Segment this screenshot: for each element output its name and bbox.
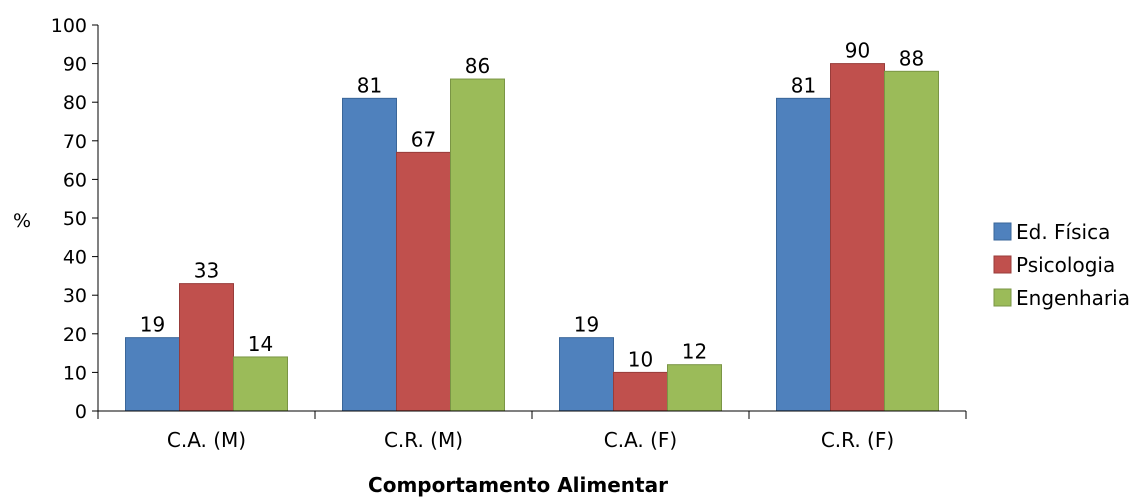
data-label-1-2: 86	[465, 54, 490, 78]
y-tick-label-4: 40	[63, 247, 87, 269]
x-tick-label-2: C.A. (F)	[604, 428, 677, 452]
bars-group	[125, 63, 939, 412]
y-tick-label-3: 30	[63, 285, 87, 307]
data-label-2-1: 10	[628, 347, 653, 371]
bar-0-1	[179, 283, 234, 412]
x-axis-title: Comportamento Alimentar	[368, 473, 668, 497]
bar-2-1	[613, 371, 668, 412]
data-label-1-0: 81	[357, 73, 382, 97]
bar-3-1	[830, 63, 885, 412]
bar-1-0	[342, 97, 397, 412]
y-tick-label-8: 80	[63, 92, 87, 114]
data-label-3-1: 90	[845, 39, 870, 63]
data-label-3-0: 81	[791, 73, 816, 97]
x-tick-label-0: C.A. (M)	[167, 428, 246, 452]
bar-3-0	[776, 97, 831, 412]
y-tick-label-0: 0	[75, 401, 87, 423]
data-label-3-2: 88	[899, 46, 924, 70]
data-label-1-1: 67	[411, 127, 436, 151]
legend-swatch-1	[993, 255, 1012, 274]
x-axis: C.A. (M) C.R. (M) C.A. (F) C.R. (F)	[97, 410, 967, 452]
y-tick-label-5: 50	[63, 208, 87, 230]
y-tick-label-9: 90	[63, 54, 87, 76]
data-label-2-0: 19	[574, 313, 599, 337]
bar-1-2	[450, 78, 505, 412]
data-label-0-0: 19	[140, 313, 165, 337]
legend: Ed. Física Psicologia Engenharia	[993, 220, 1130, 310]
y-tick-label-7: 70	[63, 131, 87, 153]
y-tick-label-10: 100	[51, 15, 87, 37]
bar-3-2	[884, 70, 939, 412]
y-tick-label-1: 10	[63, 362, 87, 384]
bar-2-0	[559, 337, 614, 412]
bar-1-1	[396, 151, 451, 412]
legend-label-0: Ed. Física	[1016, 220, 1110, 244]
data-label-0-2: 14	[248, 332, 273, 356]
x-tick-label-3: C.R. (F)	[821, 428, 894, 452]
x-tick-label-1: C.R. (M)	[384, 428, 463, 452]
legend-label-2: Engenharia	[1016, 286, 1130, 310]
data-labels-group: 19 33 14 81 67 86 19 10 12 81 90 88	[140, 39, 924, 372]
y-tick-label-6: 60	[63, 169, 87, 191]
bar-2-2	[667, 364, 722, 412]
data-label-0-1: 33	[194, 259, 219, 283]
bar-0-2	[233, 356, 288, 412]
y-tick-label-2: 20	[63, 324, 87, 346]
bar-0-0	[125, 337, 180, 412]
legend-label-1: Psicologia	[1016, 253, 1115, 277]
legend-swatch-0	[993, 222, 1012, 241]
legend-swatch-2	[993, 288, 1012, 307]
y-axis: 0 10 20 30 40 50 60 70 80 90 100	[51, 15, 99, 423]
y-axis-title: %	[13, 210, 31, 232]
data-label-2-2: 12	[682, 340, 707, 364]
